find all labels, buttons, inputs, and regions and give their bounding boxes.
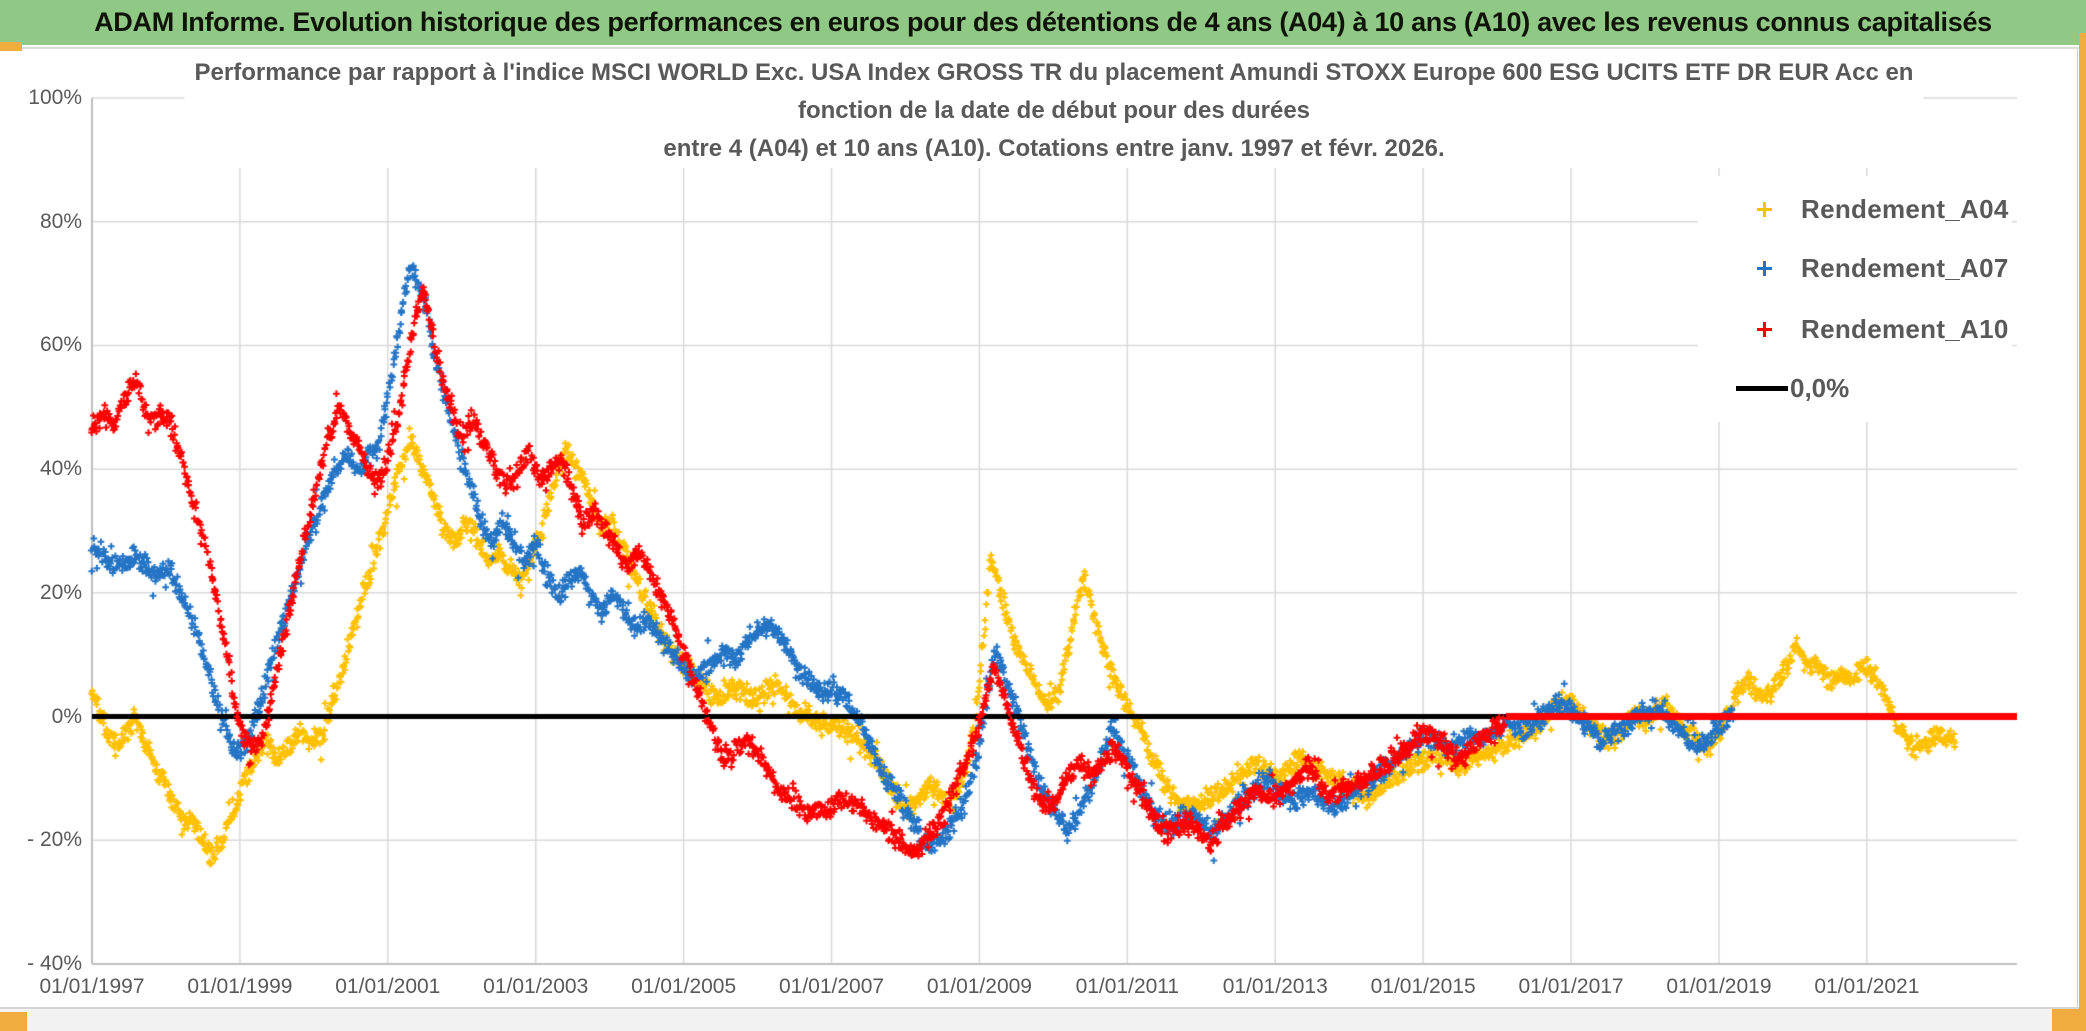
legend-item-rendement-a10[interactable]: Rendement_A10 bbox=[1698, 312, 2012, 346]
chart-legend: Rendement_A04 Rendement_A07 Rendement_A1… bbox=[1698, 176, 2012, 422]
zero-line-swatch bbox=[1736, 385, 1788, 391]
x-tick-label: 01/01/2015 bbox=[1370, 975, 1476, 998]
x-tick-label: 01/01/1997 bbox=[39, 975, 145, 998]
banner-title: ADAM Informe. Evolution historique des p… bbox=[94, 7, 1992, 37]
chart-title-line-2: fonction de la date de début pour des du… bbox=[797, 97, 1311, 124]
amber-accent-bottom-right bbox=[2052, 1009, 2086, 1031]
legend-label: Rendement_A04 bbox=[1801, 193, 2009, 224]
x-tick-label: 01/01/2017 bbox=[1518, 975, 1624, 998]
y-tick-label: 20% bbox=[39, 580, 82, 604]
x-tick-label: 01/01/1999 bbox=[187, 975, 293, 998]
plus-marker-icon bbox=[1756, 260, 1773, 277]
legend-label: 0,0% bbox=[1790, 372, 1850, 403]
x-tick-label: 01/01/2021 bbox=[1814, 975, 1920, 998]
y-tick-label: 80% bbox=[39, 209, 82, 233]
chart-title-line-3: entre 4 (A04) et 10 ans (A10). Cotations… bbox=[663, 135, 1445, 162]
amber-accent-top-left bbox=[0, 42, 22, 51]
y-tick-label: 0% bbox=[51, 704, 82, 728]
x-tick-label: 01/01/2009 bbox=[926, 975, 1032, 998]
amber-accent-right-edge bbox=[2079, 33, 2086, 1031]
bottom-strip bbox=[0, 1009, 2086, 1031]
x-tick-label: 01/01/2007 bbox=[778, 975, 885, 998]
x-tick-label: 01/01/2003 bbox=[483, 975, 589, 998]
x-tick-label: 01/01/2001 bbox=[335, 975, 441, 998]
legend-label: Rendement_A07 bbox=[1801, 252, 2009, 283]
legend-item-zero-line[interactable]: 0,0% bbox=[1698, 371, 2012, 405]
x-tick-label: 01/01/2019 bbox=[1666, 975, 1772, 998]
legend-item-rendement-a04[interactable]: Rendement_A04 bbox=[1698, 192, 2012, 226]
y-tick-label: - 40% bbox=[27, 952, 82, 975]
x-tick-label: 01/01/2005 bbox=[631, 975, 737, 998]
y-tick-label: - 20% bbox=[27, 828, 82, 852]
chart-title: Performance par rapport à l'indice MSCI … bbox=[184, 54, 1924, 168]
legend-label: Rendement_A10 bbox=[1801, 313, 2009, 344]
banner-divider bbox=[0, 47, 2086, 49]
amber-accent-bottom-left bbox=[0, 1012, 27, 1031]
bottom-divider bbox=[0, 1007, 2086, 1009]
y-tick-label: 100% bbox=[28, 86, 82, 109]
plus-marker-icon bbox=[1756, 321, 1773, 338]
chart-title-line-1: Performance par rapport à l'indice MSCI … bbox=[194, 59, 1914, 86]
x-tick-label: 01/01/2013 bbox=[1222, 975, 1328, 998]
plus-marker-icon bbox=[1756, 201, 1773, 218]
chart-right-border bbox=[2077, 49, 2078, 1008]
x-tick-label: 01/01/2011 bbox=[1075, 975, 1180, 998]
legend-item-rendement-a07[interactable]: Rendement_A07 bbox=[1698, 251, 2012, 285]
y-tick-label: 40% bbox=[39, 457, 82, 481]
y-tick-label: 60% bbox=[39, 333, 82, 357]
page-banner: ADAM Informe. Evolution historique des p… bbox=[0, 0, 2086, 45]
